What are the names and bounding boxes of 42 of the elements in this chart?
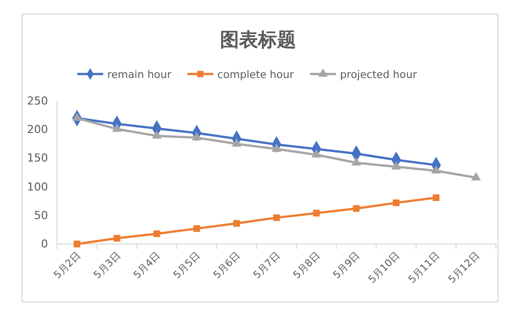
point xyxy=(193,225,200,232)
point xyxy=(471,172,481,180)
x-tick-label: 5月12日 xyxy=(446,250,482,286)
point xyxy=(192,132,202,140)
legend-label: remain hour xyxy=(107,69,172,81)
x-tick-label: 5月3日 xyxy=(92,250,124,282)
x-tick-label: 5月5日 xyxy=(172,250,203,282)
point xyxy=(352,205,360,212)
point xyxy=(312,149,322,158)
point xyxy=(233,220,240,227)
point xyxy=(272,144,282,152)
y-tick-label: 200 xyxy=(27,123,48,136)
point xyxy=(392,199,400,206)
point xyxy=(232,138,242,147)
y-tick-label: 150 xyxy=(27,152,48,165)
x-tick-label: 5月11日 xyxy=(406,250,442,286)
x-tick-label: 5月2日 xyxy=(52,250,84,282)
point xyxy=(112,123,122,132)
point xyxy=(432,194,440,202)
point xyxy=(114,234,120,242)
point xyxy=(153,230,160,238)
x-tick-label: 5月7日 xyxy=(252,250,283,282)
chart-title: 图表标题 xyxy=(220,29,296,51)
point xyxy=(72,112,82,121)
x-tick-label: 5月10日 xyxy=(366,250,402,286)
y-tick-label: 50 xyxy=(34,208,48,222)
x-tick-label: 5月9日 xyxy=(331,250,362,282)
x-tick-label: 5月4日 xyxy=(132,250,163,282)
point xyxy=(431,165,441,174)
point xyxy=(273,214,280,222)
point xyxy=(74,240,80,248)
point xyxy=(313,210,320,216)
legend-label: projected hour xyxy=(340,69,418,81)
point xyxy=(152,130,162,139)
legend-label: complete hour xyxy=(217,69,295,81)
x-tick-label: 5月8日 xyxy=(292,250,323,282)
y-tick-label: 0 xyxy=(41,238,48,251)
y-tick-label: 100 xyxy=(27,180,48,194)
point xyxy=(351,157,362,166)
point xyxy=(391,161,402,170)
x-tick-label: 5月6日 xyxy=(212,250,243,282)
y-tick-label: 250 xyxy=(27,94,48,108)
